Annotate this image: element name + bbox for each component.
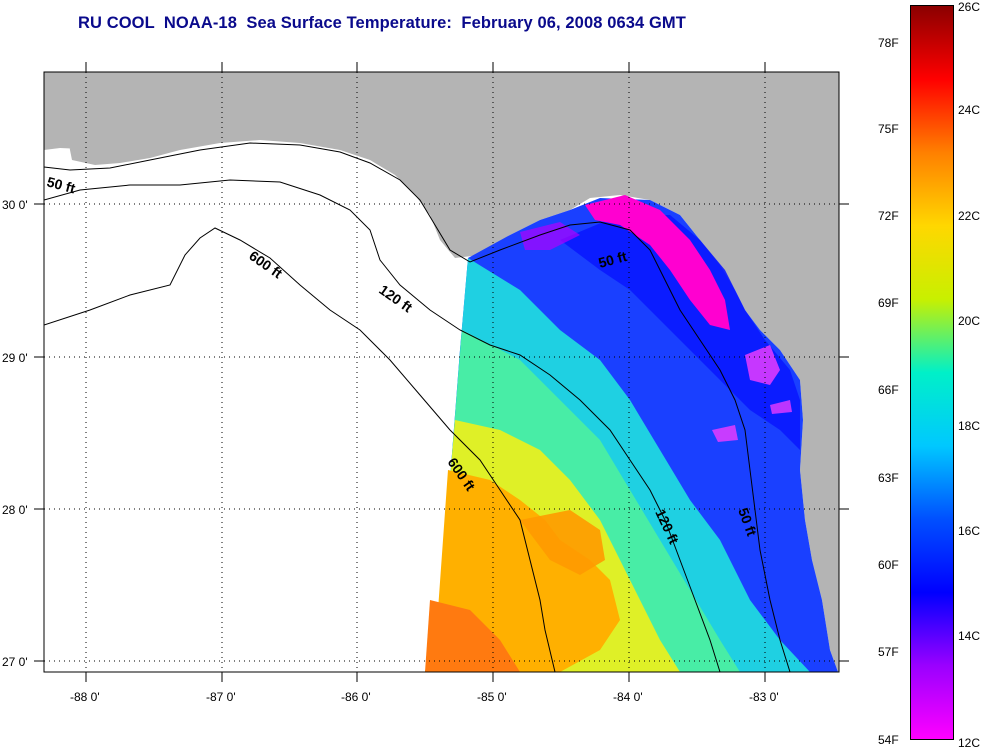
lat-tick-label: 30 0' (2, 198, 28, 212)
map-title: RU COOL NOAA-18 Sea Surface Temperature:… (78, 14, 686, 32)
lat-tick-label: 28 0' (2, 503, 28, 517)
contour-label-50ft-west: 50 ft (45, 173, 77, 196)
lon-tick-label: -87 0' (206, 690, 236, 704)
colorbar-f-label: 69F (878, 296, 899, 310)
lon-tick-label: -86 0' (341, 690, 371, 704)
colorbar-f-label: 60F (878, 558, 899, 572)
colorbar-c-label: 16C (958, 524, 981, 538)
bathymetry-contours (44, 142, 791, 672)
colorbar-c-label: 14C (958, 629, 981, 643)
contour-label-50ft-east: 50 ft (597, 248, 629, 271)
map-grid (44, 72, 839, 672)
lon-tick-label: -84 0' (613, 690, 643, 704)
lon-tick-label: -88 0' (70, 690, 100, 704)
colorbar-c-label: 12C (958, 736, 981, 750)
axis-ticks (34, 62, 849, 682)
colorbar-f-label: 78F (878, 36, 899, 50)
colorbar-f-label: 66F (878, 383, 899, 397)
temperature-colorbar (910, 5, 954, 740)
colorbar-c-label: 26C (958, 0, 981, 14)
colorbar-f-label: 75F (878, 122, 899, 136)
colorbar-c-label: 20C (958, 314, 981, 328)
colorbar-f-label: 72F (878, 209, 899, 223)
lat-tick-label: 29 0' (2, 351, 28, 365)
land-mass (44, 72, 839, 672)
colorbar-c-label: 18C (958, 419, 981, 433)
colorbar-c-label: 22C (958, 209, 981, 223)
colorbar-f-label: 63F (878, 471, 899, 485)
lat-tick-label: 27 0' (2, 655, 28, 669)
lon-tick-label: -83 0' (749, 690, 779, 704)
plot-frame (43, 71, 840, 673)
colorbar-c-label: 24C (958, 103, 981, 117)
colorbar-f-label: 54F (878, 733, 899, 747)
lon-tick-label: -85 0' (477, 690, 507, 704)
colorbar-f-label: 57F (878, 645, 899, 659)
